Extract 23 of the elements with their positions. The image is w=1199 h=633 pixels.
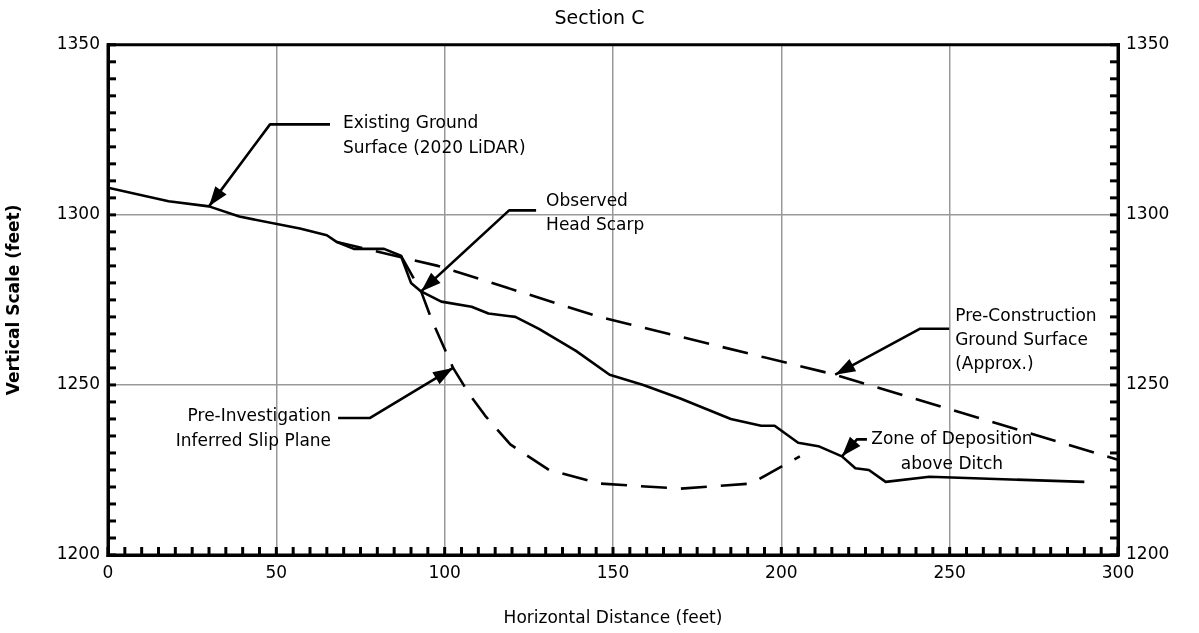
x-tick-label: 150 xyxy=(596,561,630,582)
x-tick-label: 200 xyxy=(765,561,798,582)
x-axis-title: Horizontal Distance (feet) xyxy=(503,607,723,628)
y2-tick-label: 1350 xyxy=(1126,33,1170,54)
y2-tick-label: 1300 xyxy=(1126,203,1170,224)
y2-tick-label: 1250 xyxy=(1126,373,1170,394)
y-tick-label: 1300 xyxy=(56,203,100,224)
y-tick-label: 1350 xyxy=(56,33,100,54)
chart-title: Section C xyxy=(554,6,645,29)
annotation: Pre-Construction Ground Surface (Approx.) xyxy=(955,305,1097,374)
annotation: Observed Head Scarp xyxy=(546,189,645,234)
y2-tick-label: 1200 xyxy=(1126,543,1170,564)
annotation: Pre-Investigation Inferred Slip Plane xyxy=(175,405,332,451)
y-tick-label: 1200 xyxy=(56,543,100,564)
annotation: Zone of Deposition above Ditch xyxy=(871,427,1033,473)
x-tick-label: 0 xyxy=(102,561,114,582)
y-axis-title: Vertical Scale (feet) xyxy=(2,204,23,396)
x-tick-label: 250 xyxy=(933,561,966,582)
y-tick-label: 1250 xyxy=(56,373,100,394)
x-tick-label: 100 xyxy=(428,561,461,582)
annotation: Existing Ground Surface (2020 LiDAR) xyxy=(343,111,526,157)
x-tick-label: 300 xyxy=(1101,561,1135,582)
x-tick-label: 50 xyxy=(265,561,288,582)
